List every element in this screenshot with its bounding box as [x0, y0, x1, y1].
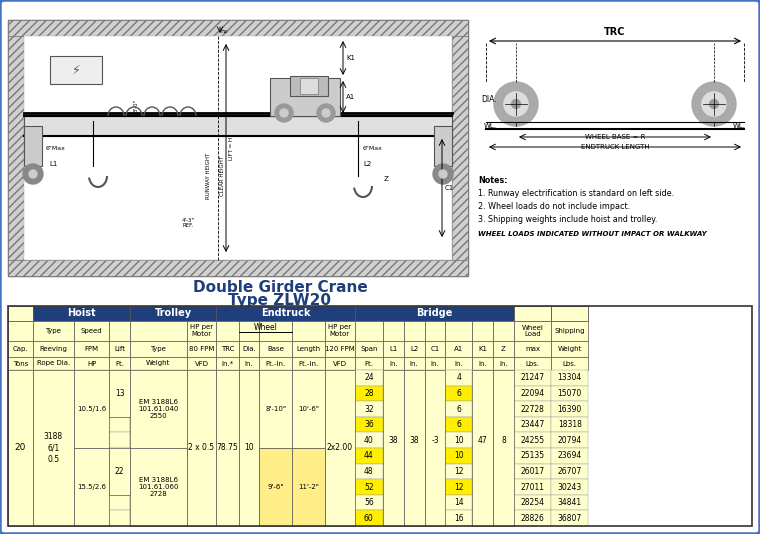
Text: Wheel: Wheel — [254, 323, 277, 332]
Bar — [292, 433, 325, 448]
Text: Z: Z — [501, 346, 506, 352]
Bar — [33, 357, 74, 370]
Bar — [425, 370, 445, 386]
Bar — [186, 386, 217, 401]
Text: 120 FPM: 120 FPM — [325, 346, 355, 352]
Text: Z: Z — [33, 176, 39, 182]
Bar — [217, 464, 239, 479]
Text: 3188
6/1
0.5: 3188 6/1 0.5 — [44, 433, 63, 464]
Bar — [239, 464, 259, 479]
Bar — [217, 386, 239, 401]
Bar — [551, 433, 588, 448]
Bar — [109, 495, 130, 511]
Text: 25135: 25135 — [521, 451, 545, 460]
Bar — [472, 370, 493, 526]
Circle shape — [710, 100, 718, 108]
Bar — [130, 370, 186, 448]
Bar — [551, 495, 588, 511]
Bar — [445, 479, 472, 495]
Bar — [493, 386, 514, 401]
Bar — [186, 321, 217, 341]
Bar — [514, 511, 551, 526]
Text: 34841: 34841 — [558, 498, 582, 507]
Bar — [259, 511, 292, 526]
Circle shape — [504, 92, 528, 116]
Bar — [355, 511, 383, 526]
Bar — [493, 448, 514, 464]
Text: L2: L2 — [364, 161, 372, 167]
Text: C1: C1 — [445, 185, 454, 191]
Text: Wheel
Load: Wheel Load — [521, 325, 543, 337]
Bar — [74, 321, 109, 341]
Bar — [472, 357, 493, 370]
Bar — [292, 357, 325, 370]
Bar — [292, 448, 325, 464]
Circle shape — [692, 82, 736, 126]
Bar — [186, 417, 217, 433]
Bar — [74, 511, 109, 526]
Bar — [514, 321, 551, 341]
Bar — [33, 370, 74, 526]
Bar — [292, 401, 325, 417]
Bar — [130, 417, 186, 433]
Bar — [445, 464, 472, 479]
Bar — [425, 417, 445, 433]
Text: HP per
Motor: HP per Motor — [190, 325, 213, 337]
Text: 10'-6": 10'-6" — [298, 406, 319, 412]
Bar — [217, 341, 239, 357]
Text: 56: 56 — [364, 498, 374, 507]
Bar — [425, 433, 445, 448]
Text: RUNWAY HEIGHT: RUNWAY HEIGHT — [205, 153, 211, 199]
Bar — [186, 433, 217, 448]
Bar — [514, 357, 551, 370]
Bar — [109, 479, 130, 495]
Bar — [445, 370, 472, 386]
Text: 36: 36 — [364, 420, 374, 429]
Circle shape — [433, 164, 453, 184]
Bar — [239, 417, 259, 433]
Bar — [355, 448, 383, 464]
Bar — [445, 386, 472, 401]
Bar — [130, 433, 186, 448]
Bar — [239, 341, 259, 357]
Bar — [493, 479, 514, 495]
Text: 27011: 27011 — [521, 483, 544, 491]
Text: Ft.: Ft. — [364, 360, 373, 366]
Text: 52: 52 — [364, 483, 374, 491]
Circle shape — [23, 164, 43, 184]
Bar — [514, 386, 551, 401]
Bar — [355, 448, 383, 464]
Text: Weight: Weight — [558, 346, 582, 352]
Bar — [404, 357, 425, 370]
Text: Lift: Lift — [114, 346, 125, 352]
Bar — [404, 433, 425, 448]
Bar — [33, 479, 74, 495]
Bar — [239, 401, 259, 417]
Text: 3'-0": 3'-0" — [134, 99, 138, 113]
Bar — [355, 341, 383, 357]
Bar — [445, 448, 472, 464]
Bar — [445, 417, 472, 433]
Bar — [425, 370, 445, 526]
Bar — [383, 511, 404, 526]
Text: Rope Dia.: Rope Dia. — [36, 360, 70, 366]
Bar — [493, 511, 514, 526]
Text: 6"Max: 6"Max — [46, 145, 66, 151]
Text: 10: 10 — [244, 444, 254, 452]
Bar — [355, 386, 383, 401]
Bar — [109, 448, 130, 495]
Bar — [130, 370, 186, 386]
Text: TRC: TRC — [221, 346, 234, 352]
Bar — [325, 511, 355, 526]
Text: Trolley: Trolley — [154, 309, 192, 318]
Text: Hoist: Hoist — [67, 309, 96, 318]
Bar — [445, 464, 472, 479]
Bar — [445, 357, 472, 370]
Text: 22728: 22728 — [521, 404, 544, 413]
Bar — [239, 479, 259, 495]
Bar — [217, 495, 239, 511]
Bar — [259, 448, 292, 526]
Bar — [130, 306, 217, 321]
Bar — [383, 495, 404, 511]
